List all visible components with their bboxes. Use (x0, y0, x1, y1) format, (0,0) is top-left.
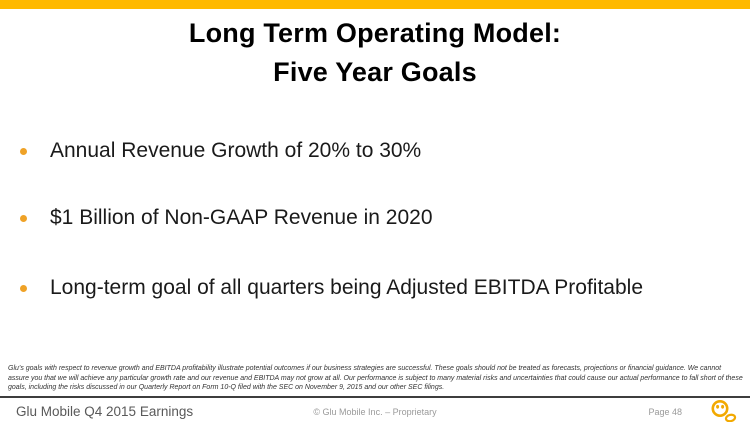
top-accent-bar (0, 0, 750, 9)
bullet-text: $1 Billion of Non-GAAP Revenue in 2020 (50, 206, 433, 229)
footer-copyright: © Glu Mobile Inc. – Proprietary (313, 407, 437, 417)
footer: Glu Mobile Q4 2015 Earnings © Glu Mobile… (0, 396, 750, 422)
disclaimer-text: Glu’s goals with respect to revenue grow… (8, 365, 743, 391)
slide-title: Long Term Operating Model: Five Year Goa… (0, 14, 750, 92)
bullet-text: Annual Revenue Growth of 20% to 30% (50, 139, 422, 162)
bullet-item: $1 Billion of Non-GAAP Revenue in 2020 (0, 203, 750, 233)
glu-logo-icon (706, 399, 740, 422)
bullet-item: Long-term goal of all quarters being Adj… (0, 273, 750, 303)
bullet-list: Annual Revenue Growth of 20% to 30% $1 B… (0, 136, 750, 340)
bullet-text: Long-term goal of all quarters being Adj… (50, 276, 644, 299)
bullet-item: Annual Revenue Growth of 20% to 30% (0, 136, 750, 166)
slide-title-line1: Long Term Operating Model: (188, 18, 562, 48)
footer-deck-title: Glu Mobile Q4 2015 Earnings (16, 404, 194, 419)
slide-title-line2: Five Year Goals (273, 57, 477, 87)
bullet-icon (20, 215, 27, 222)
footer-page-number: Page 48 (648, 407, 682, 417)
bullet-icon (20, 148, 27, 155)
bullet-icon (20, 285, 27, 292)
